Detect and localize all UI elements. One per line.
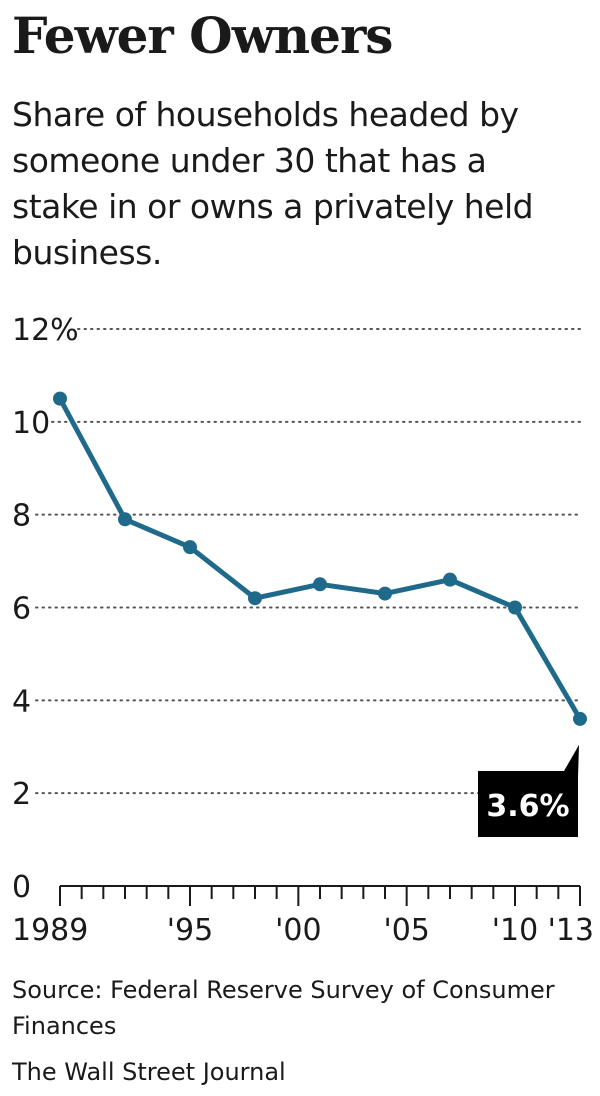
- y-tick-label: 8: [12, 499, 31, 534]
- x-tick-label: '05: [383, 913, 429, 948]
- source-note: Source: Federal Reserve Survey of Consum…: [12, 976, 555, 1040]
- data-point: [53, 391, 67, 406]
- callout-box: [478, 744, 579, 837]
- publisher-credit: The Wall Street Journal: [12, 1058, 286, 1086]
- x-tick-label: '00: [275, 913, 321, 948]
- data-point: [183, 540, 197, 555]
- y-tick-label: 12%: [12, 313, 79, 348]
- y-tick-label: 4: [12, 684, 31, 719]
- data-point: [248, 591, 262, 606]
- x-tick-labels: 1989 '95 '00 '05 '10 '13: [12, 913, 594, 948]
- y-tick-label: 6: [12, 592, 31, 627]
- x-tick-label: '13: [548, 913, 594, 948]
- data-point: [378, 586, 392, 601]
- line-chart: 0 2 4 6 8 10 12% 1989 '95 '00 '05 '10 '13 3.6%: [12, 313, 594, 948]
- value-callout: 3.6%: [478, 744, 579, 837]
- data-point: [573, 711, 587, 726]
- x-axis: [59, 885, 581, 906]
- y-tick-label: 2: [12, 777, 31, 812]
- data-point: [313, 577, 327, 592]
- series-path: [57, 397, 583, 721]
- x-tick-label: '10: [492, 913, 538, 948]
- chart-title: Fewer Owners: [12, 6, 393, 65]
- grid-lines: [35, 328, 581, 795]
- y-tick-label: 0: [12, 870, 31, 905]
- callout-label: 3.6%: [486, 789, 569, 824]
- y-tick-label: 10: [12, 406, 50, 441]
- series-line: [53, 391, 587, 726]
- data-point: [443, 572, 457, 587]
- x-tick-label: 1989: [12, 913, 88, 948]
- x-tick-label: '95: [167, 913, 213, 948]
- chart-subtitle: Share of households headed by someone un…: [12, 95, 534, 272]
- y-tick-labels: 0 2 4 6 8 10 12%: [12, 313, 79, 905]
- data-point: [118, 512, 132, 527]
- data-point: [508, 600, 522, 615]
